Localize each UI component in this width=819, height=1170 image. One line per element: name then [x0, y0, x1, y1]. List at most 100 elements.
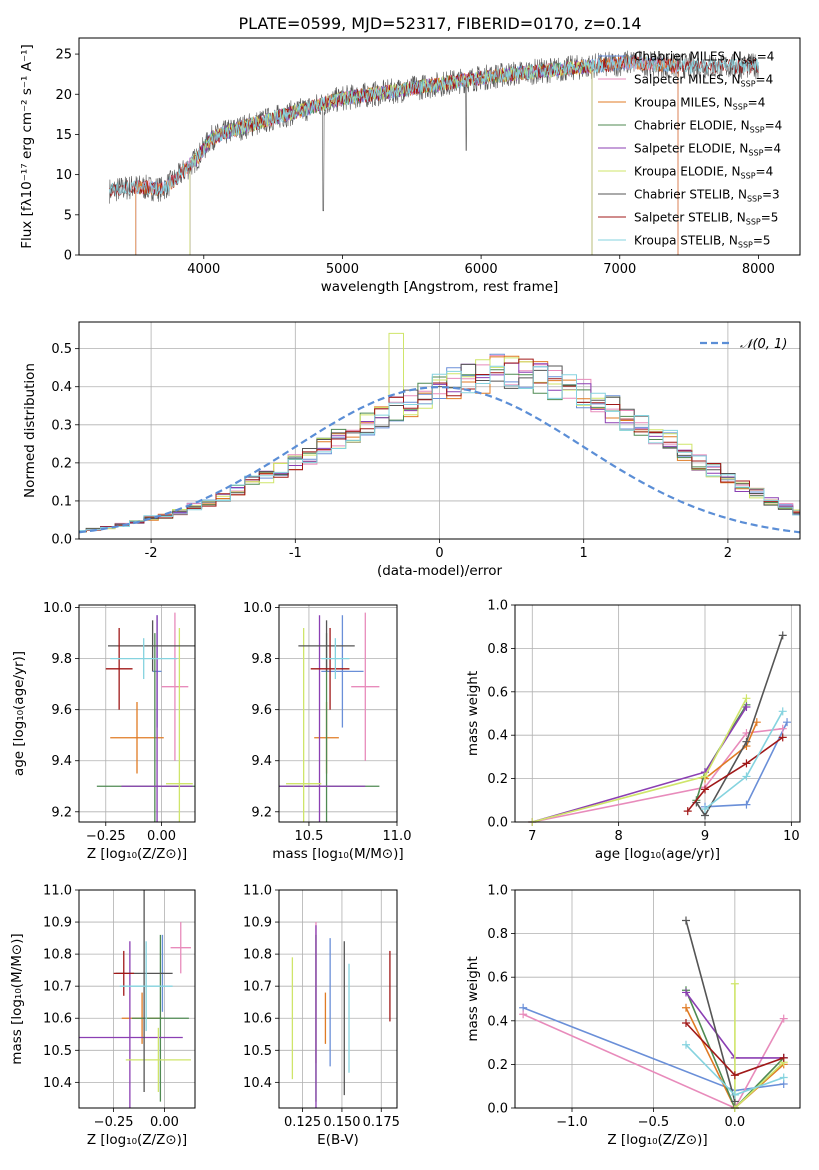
x-tick-label: 11.0	[383, 829, 412, 844]
model-spectrum-line	[135, 54, 679, 255]
weight-point-marker	[742, 694, 751, 703]
x-tick-label: −1.0	[556, 1115, 588, 1130]
y-tick-label: 0.2	[51, 456, 72, 471]
y-tick-label: 10	[55, 168, 72, 183]
y-tick-label: 9.6	[251, 703, 272, 718]
x-tick-label: 9	[701, 829, 709, 844]
y-tick-label: 10.7	[43, 980, 72, 995]
plot-area-mass_vs_Z	[79, 890, 191, 1108]
x-tick-label: 0.00	[150, 1115, 179, 1130]
y-axis-label: Flux [fλ10⁻¹⁷ erg cm⁻² s⁻¹ A⁻¹]	[19, 44, 35, 249]
x-tick-label: 6000	[465, 262, 498, 277]
spectrum-legend: Chabrier MILES, NSSP=4 Salpeter MILES, NS…	[598, 50, 782, 250]
y-tick-label: 9.4	[51, 754, 72, 769]
weight-point-marker	[778, 724, 787, 733]
y-tick-label: 10.5	[243, 1044, 272, 1059]
y-tick-label: 10.8	[243, 948, 272, 963]
y-axis-label: mass [log₁₀(M/M⊙)]	[9, 933, 25, 1064]
y-tick-label: 11.0	[243, 884, 272, 899]
weight-point-marker	[778, 733, 787, 742]
errorbars	[96, 612, 195, 822]
axes-frame	[78, 37, 801, 256]
weight-point-marker	[682, 988, 690, 997]
y-tick-label: 10.7	[243, 980, 272, 995]
y-tick-label: 10.9	[243, 916, 272, 931]
weight-series-line	[695, 635, 784, 818]
weight-point-marker	[742, 737, 751, 746]
model-spectrum-line	[109, 50, 759, 212]
axes-frame	[514, 889, 801, 1109]
legend-entry: Salpeter ELODIE, NSSP=4	[634, 142, 781, 158]
model-spectrum-line	[109, 55, 759, 196]
plot-area-weight_vs_age	[528, 631, 792, 826]
y-tick-label: 10.0	[243, 601, 272, 616]
y-tick-label: 9.4	[251, 754, 272, 769]
weight-point-marker	[730, 1090, 739, 1099]
weight-point-marker	[742, 759, 751, 768]
y-tick-label: 9.6	[51, 703, 72, 718]
weight-point-marker	[778, 707, 787, 716]
weight-point-marker	[730, 979, 739, 988]
y-tick-label: 15	[55, 128, 72, 143]
weight-point-marker	[519, 1010, 528, 1019]
errorbars	[279, 612, 380, 822]
errorbars	[291, 922, 391, 1108]
weight-point-marker	[742, 702, 751, 711]
panel-mass_vs_EBV: 0.125 0.150 0.175 10.4 10.5 10.6 10.7 10.8 10.9 1…	[243, 884, 400, 1149]
y-tick-label: 0.2	[487, 1058, 508, 1073]
panel-spectrum: 4000 5000 6000 7000 8000 0 5 10 15 20 25 wavelength…	[19, 37, 801, 295]
x-tick-label: 0.175	[363, 1115, 400, 1130]
y-axis-label: mass weight	[465, 671, 481, 756]
weight-lines	[528, 631, 792, 826]
x-axis-label: wavelength [Angstrom, rest frame]	[321, 279, 559, 295]
weight-series-line	[532, 697, 748, 823]
y-tick-label: 0.8	[487, 642, 508, 657]
x-axis-label: E(B-V)	[317, 1132, 359, 1148]
x-tick-label: 0.150	[323, 1115, 360, 1130]
y-tick-label: 0.5	[51, 342, 72, 357]
weight-point-marker	[682, 1040, 690, 1049]
figure-title: PLATE=0599, MJD=52317, FIBERID=0170, z=0…	[238, 14, 641, 33]
legend-entry: Kroupa ELODIE, NSSP=4	[634, 165, 773, 181]
weight-point-marker	[682, 916, 690, 925]
x-tick-label: 2	[724, 546, 732, 561]
errorbars	[79, 890, 191, 1108]
residual-histogram	[79, 365, 800, 532]
normal-reference-curve	[79, 385, 800, 534]
plot-area-age_vs_Z	[96, 612, 195, 822]
x-tick-label: -1	[289, 546, 302, 561]
y-tick-label: 0.2	[487, 772, 508, 787]
weight-point-marker	[779, 1073, 788, 1082]
panel-weight_vs_age: 7 8 9 10 0.0 0.2 0.4 0.6 0.8 1.0 age [log₁₀(age/yr…	[465, 599, 801, 862]
x-tick-label: 0.00	[147, 829, 176, 844]
y-axis-label: mass weight	[465, 956, 481, 1041]
panel-age_vs_Z: −0.25 0.00 9.2 9.4 9.6 9.8 10.0 Z [log₁₀(Z/Z⊙)]…	[11, 601, 196, 862]
x-axis-label: Z [log₁₀(Z/Z⊙)]	[607, 1132, 707, 1148]
y-tick-label: 10.5	[43, 1044, 72, 1059]
weight-point-marker	[752, 718, 761, 727]
y-tick-label: 9.2	[51, 805, 72, 820]
y-tick-label: 0.4	[51, 380, 72, 395]
plot-area-age_vs_mass	[279, 612, 380, 822]
y-tick-label: 10.9	[43, 916, 72, 931]
weight-series-line	[532, 727, 783, 823]
x-tick-label: 1	[580, 546, 588, 561]
panel-mass_vs_Z: −0.25 0.00 10.4 10.5 10.6 10.7 10.8 10.9 11.0 Z […	[9, 884, 196, 1148]
weight-point-marker	[730, 1071, 739, 1080]
y-tick-label: 10.4	[243, 1076, 272, 1091]
panel-weight_vs_Z: −1.0 −0.5 0.0 0.0 0.2 0.4 0.6 0.8 1.0 Z [log₁₀(Z/…	[465, 884, 801, 1148]
y-tick-label: 11.0	[43, 884, 72, 899]
y-axis-label: Normed distribution	[22, 363, 38, 498]
legend-entry: 𝒩(0, 1)	[740, 337, 787, 352]
y-tick-label: 0.0	[487, 1102, 508, 1117]
y-tick-label: 10.6	[243, 1012, 272, 1027]
y-tick-label: 9.2	[251, 805, 272, 820]
y-tick-label: 0.8	[487, 927, 508, 942]
axes-frame	[514, 604, 801, 823]
x-tick-label: 7000	[603, 262, 636, 277]
axes-frame	[278, 604, 398, 823]
y-tick-label: 0.6	[487, 971, 508, 986]
axes-frame	[78, 889, 196, 1109]
x-axis-label: Z [log₁₀(Z/Z⊙)]	[87, 1132, 187, 1148]
y-tick-label: 0.6	[487, 685, 508, 700]
